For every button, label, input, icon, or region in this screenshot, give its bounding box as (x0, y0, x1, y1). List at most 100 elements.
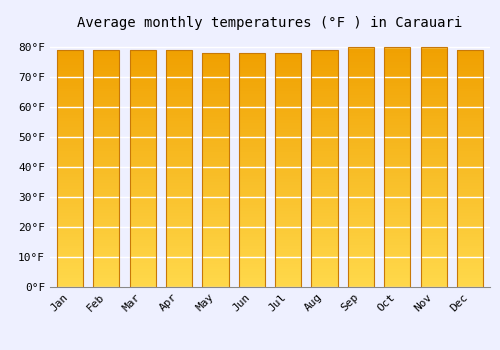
Bar (348, 203, 374, 206)
Bar (238, 229, 265, 231)
Bar (57, 56, 83, 59)
Bar (238, 240, 265, 243)
Bar (348, 209, 374, 212)
Bar (238, 211, 265, 214)
Bar (275, 68, 301, 71)
Bar (202, 188, 228, 190)
Bar (202, 270, 228, 272)
Bar (238, 53, 265, 287)
Bar (457, 180, 483, 183)
Bar (130, 100, 156, 103)
Bar (94, 62, 120, 65)
Bar (130, 275, 156, 278)
Bar (275, 173, 301, 176)
Bar (384, 215, 410, 218)
Bar (457, 210, 483, 213)
Bar (166, 103, 192, 106)
Bar (94, 68, 120, 71)
Bar (275, 243, 301, 246)
Bar (130, 133, 156, 136)
Bar (94, 50, 120, 287)
Bar (420, 257, 446, 260)
Bar (130, 166, 156, 168)
Bar (420, 140, 446, 143)
Bar (166, 192, 192, 195)
Bar (420, 83, 446, 86)
Bar (275, 112, 301, 114)
Bar (348, 104, 374, 107)
Bar (238, 173, 265, 176)
Bar (238, 246, 265, 249)
Bar (166, 136, 192, 139)
Bar (57, 139, 83, 142)
Bar (130, 162, 156, 166)
Bar (312, 103, 338, 106)
Bar (348, 266, 374, 269)
Bar (275, 103, 301, 106)
Bar (312, 213, 338, 216)
Bar (312, 65, 338, 68)
Bar (130, 91, 156, 95)
Bar (348, 56, 374, 59)
Bar (420, 68, 446, 71)
Bar (166, 85, 192, 89)
Bar (238, 167, 265, 170)
Bar (130, 213, 156, 216)
Bar (130, 228, 156, 231)
Bar (420, 245, 446, 248)
Bar (312, 180, 338, 183)
Bar (94, 94, 120, 97)
Bar (384, 62, 410, 65)
Bar (457, 83, 483, 85)
Bar (348, 197, 374, 200)
Bar (348, 62, 374, 65)
Bar (312, 142, 338, 145)
Bar (57, 115, 83, 118)
Bar (457, 189, 483, 192)
Bar (420, 164, 446, 167)
Bar (275, 147, 301, 149)
Bar (384, 206, 410, 209)
Bar (94, 53, 120, 56)
Bar (57, 62, 83, 65)
Bar (275, 202, 301, 205)
Bar (420, 260, 446, 263)
Bar (130, 50, 156, 53)
Bar (420, 125, 446, 128)
Bar (202, 264, 228, 267)
Bar (384, 119, 410, 122)
Bar (57, 80, 83, 83)
Bar (202, 126, 228, 129)
Bar (457, 243, 483, 246)
Bar (130, 186, 156, 189)
Bar (420, 149, 446, 152)
Bar (94, 85, 120, 89)
Bar (275, 135, 301, 138)
Bar (420, 77, 446, 80)
Bar (457, 172, 483, 174)
Bar (348, 155, 374, 158)
Bar (94, 151, 120, 154)
Bar (420, 47, 446, 287)
Bar (94, 145, 120, 148)
Bar (94, 204, 120, 207)
Bar (202, 56, 228, 59)
Bar (166, 160, 192, 162)
Bar (57, 65, 83, 68)
Bar (202, 161, 228, 164)
Bar (384, 266, 410, 269)
Bar (57, 195, 83, 198)
Bar (94, 266, 120, 269)
Bar (166, 269, 192, 272)
Bar (312, 186, 338, 189)
Title: Average monthly temperatures (°F ) in Carauari: Average monthly temperatures (°F ) in Ca… (78, 16, 462, 30)
Bar (166, 180, 192, 183)
Bar (238, 56, 265, 59)
Bar (312, 68, 338, 71)
Bar (166, 174, 192, 177)
Bar (457, 115, 483, 118)
Bar (57, 225, 83, 228)
Bar (420, 272, 446, 275)
Bar (166, 162, 192, 166)
Bar (130, 240, 156, 243)
